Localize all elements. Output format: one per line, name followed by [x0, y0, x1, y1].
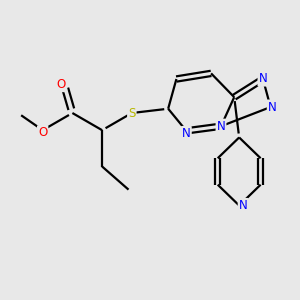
Text: N: N [268, 100, 277, 114]
Text: O: O [38, 126, 47, 139]
Text: N: N [259, 73, 267, 85]
Text: O: O [57, 78, 66, 91]
Text: N: N [239, 199, 248, 212]
Text: N: N [182, 127, 191, 140]
Text: S: S [128, 106, 136, 119]
Text: N: N [217, 120, 225, 133]
